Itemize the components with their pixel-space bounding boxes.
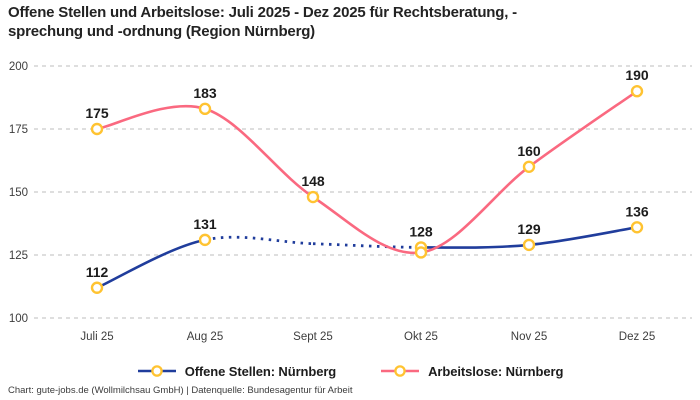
data-point-label: 183 [193,85,217,101]
data-point-label: 128 [409,223,433,239]
page-title-line-1: Offene Stellen und Arbeitslose: Juli 202… [8,4,517,21]
data-point-label: 148 [301,173,325,189]
series-line-gap-segment [204,235,314,246]
legend-item-offene-stellen[interactable]: Offene Stellen: Nürnberg [137,364,336,379]
data-point-label: 136 [625,203,649,219]
x-tick-label: Okt 25 [404,331,438,343]
chart-legend: Offene Stellen: Nürnberg Arbeitslose: Nü… [0,359,700,383]
data-point-marker[interactable] [630,84,644,98]
data-point-label: 160 [517,143,541,159]
legend-label: Offene Stellen: Nürnberg [184,363,337,379]
data-point-label: 131 [193,216,217,232]
attribution-text: Chart: gute-jobs.de (Wollmilchsau GmbH) … [8,385,353,396]
data-point-label: 190 [625,67,649,83]
data-point-marker[interactable] [90,122,104,136]
x-tick-label: Sept 25 [293,331,333,343]
series-line [312,195,422,255]
data-point-marker[interactable] [414,246,428,259]
legend-swatch-line-icon [137,365,176,377]
series-line [96,104,206,131]
series-line [528,226,638,247]
y-tick-label: 125 [9,250,28,262]
data-point-marker[interactable] [522,160,536,174]
y-tick-label: 150 [9,187,28,199]
x-tick-label: Juli 25 [80,331,113,343]
y-tick-label: 175 [9,124,28,136]
series-line [420,165,530,254]
series-line-gap-segment [312,242,422,249]
page-title: Offene Stellen und Arbeitslose: Juli 202… [8,3,692,41]
data-point-marker[interactable] [306,190,320,204]
data-point-marker[interactable] [198,233,212,247]
legend-swatch-line-icon [381,365,420,377]
data-point-label: 112 [86,264,109,280]
series-line [420,243,530,249]
page-title-line-2: sprechung und -ordnung (Region Nürnberg) [8,23,315,40]
legend-label: Arbeitslose: Nürnberg [428,363,564,379]
data-point-label: 129 [517,221,541,237]
series-line [204,107,314,199]
data-point-label: 175 [85,105,109,121]
data-point-marker[interactable] [198,102,212,116]
x-tick-label: Nov 25 [511,331,547,343]
y-tick-label: 200 [9,61,28,73]
legend-item-arbeitslose[interactable]: Arbeitslose: Nürnberg [380,364,563,379]
x-tick-label: Dez 25 [619,331,655,343]
y-tick-label: 100 [9,313,28,325]
data-point-marker[interactable] [90,281,104,294]
data-point-marker[interactable] [522,238,536,252]
series-line [528,90,638,168]
data-point-marker[interactable] [630,221,644,234]
x-tick-label: Aug 25 [187,331,223,343]
series-line [96,238,206,289]
